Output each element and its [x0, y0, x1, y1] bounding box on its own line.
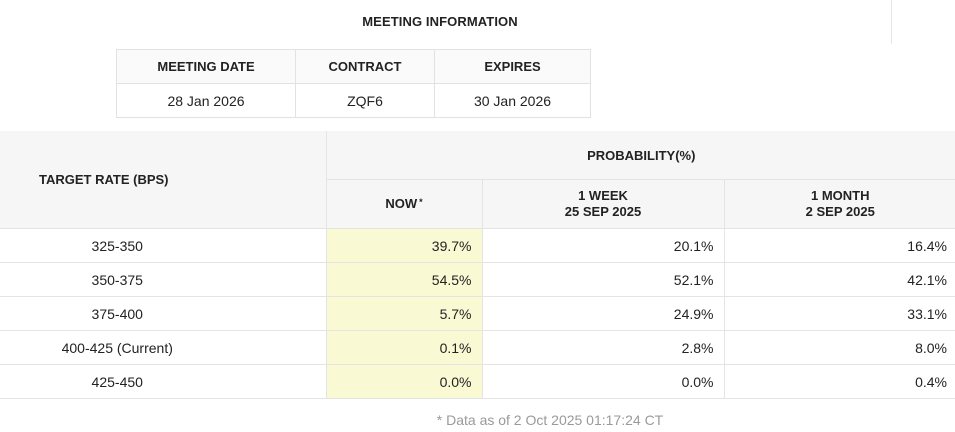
week-column-header: 1 WEEK 25 SEP 2025	[481, 179, 725, 229]
target-rate-cell: 350-375	[0, 262, 327, 297]
month-date: 2 SEP 2025	[805, 204, 875, 219]
now-probability-cell: 5.7%	[325, 296, 483, 331]
month-column-header: 1 MONTH 2 SEP 2025	[723, 179, 955, 229]
contract-header: CONTRACT	[295, 49, 435, 84]
week-date: 25 SEP 2025	[564, 204, 642, 219]
expires-header: EXPIRES	[434, 49, 591, 84]
meeting-info-value-row: 28 Jan 2026 ZQF6 30 Jan 2026	[116, 83, 591, 118]
table-row: 400-425 (Current) 0.1% 2.8% 8.0%	[0, 330, 955, 365]
now-probability-cell: 39.7%	[325, 228, 483, 263]
month-label: 1 MONTH	[811, 188, 870, 203]
target-rate-cell: 375-400	[0, 296, 327, 331]
now-probability-cell: 0.0%	[325, 364, 483, 399]
target-rate-header: TARGET RATE (BPS)	[0, 131, 327, 229]
week-probability-cell: 24.9%	[481, 296, 725, 331]
probability-table: TARGET RATE (BPS) PROBABILITY(%) NOW * 1 …	[0, 131, 955, 399]
meeting-date-value: 28 Jan 2026	[116, 83, 296, 118]
week-probability-cell: 2.8%	[481, 330, 725, 365]
meeting-info-title: MEETING INFORMATION	[362, 14, 518, 29]
table-row: 350-375 54.5% 52.1% 42.1%	[0, 262, 955, 297]
now-label: NOW	[385, 196, 418, 211]
contract-value: ZQF6	[295, 83, 435, 118]
table-row: 425-450 0.0% 0.0% 0.4%	[0, 364, 955, 399]
now-probability-cell: 0.1%	[325, 330, 483, 365]
month-probability-cell: 33.1%	[723, 296, 955, 331]
now-column-header: NOW *	[325, 179, 483, 229]
probability-header-row: TARGET RATE (BPS) PROBABILITY(%)	[0, 131, 955, 229]
meeting-date-header: MEETING DATE	[116, 49, 296, 84]
table-row: 325-350 39.7% 20.1% 16.4%	[0, 228, 955, 263]
month-probability-cell: 42.1%	[723, 262, 955, 297]
probability-subheader-row: NOW * 1 WEEK 25 SEP 2025 1 MONTH 2 SEP 20…	[0, 179, 955, 229]
meeting-info-table: MEETING DATE CONTRACT EXPIRES 28 Jan 202…	[116, 49, 591, 118]
expires-value: 30 Jan 2026	[434, 83, 591, 118]
week-probability-cell: 0.0%	[481, 364, 725, 399]
table-row: 375-400 5.7% 24.9% 33.1%	[0, 296, 955, 331]
probability-header: PROBABILITY(%)	[325, 131, 955, 180]
target-rate-cell: 400-425 (Current)	[0, 330, 327, 365]
data-timestamp-footnote: * Data as of 2 Oct 2025 01:17:24 CT	[436, 412, 664, 428]
week-probability-cell: 52.1%	[481, 262, 725, 297]
top-divider	[891, 0, 892, 44]
week-probability-cell: 20.1%	[481, 228, 725, 263]
month-probability-cell: 16.4%	[723, 228, 955, 263]
week-label: 1 WEEK	[578, 188, 628, 203]
target-rate-cell: 425-450	[0, 364, 327, 399]
meeting-info-header-row: MEETING DATE CONTRACT EXPIRES	[116, 49, 591, 84]
now-asterisk: *	[419, 197, 423, 207]
month-probability-cell: 8.0%	[723, 330, 955, 365]
month-probability-cell: 0.4%	[723, 364, 955, 399]
target-rate-cell: 325-350	[0, 228, 327, 263]
now-probability-cell: 54.5%	[325, 262, 483, 297]
